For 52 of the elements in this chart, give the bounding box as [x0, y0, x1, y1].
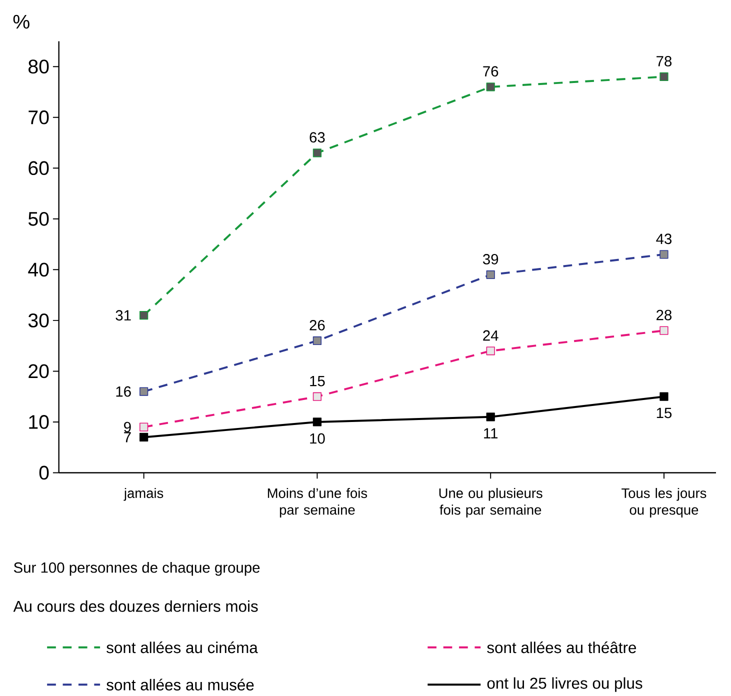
data-label: 63 — [310, 132, 325, 142]
data-label: 26 — [310, 320, 325, 330]
point — [486, 270, 495, 279]
data-label: 31 — [116, 310, 131, 320]
y-tick-label: 20 — [28, 364, 49, 378]
y-tick-label: 50 — [28, 212, 49, 226]
point — [660, 250, 668, 259]
point — [312, 392, 322, 401]
data-label: 9 — [124, 422, 131, 432]
data-label: 28 — [656, 310, 672, 320]
x-tick-label: Une ou plusieurs fois par semaine — [439, 488, 542, 518]
legend-title: Au cours des douzes derniers mois — [13, 600, 258, 612]
y-tick-label: 70 — [28, 110, 49, 124]
point — [486, 412, 495, 422]
y-axis-title: % — [13, 14, 30, 28]
y-tick-label: 30 — [28, 313, 49, 328]
y-tick-label: 40 — [28, 262, 49, 276]
point — [486, 82, 495, 92]
x-tick-label: Moins d’une fois par semaine — [268, 488, 368, 518]
legend-label: sont allées au théâtre — [487, 641, 636, 653]
legend-label: sont allées au musée — [106, 678, 254, 690]
y-tick-label: 0 — [39, 466, 49, 480]
point — [139, 422, 148, 432]
data-label: 11 — [484, 428, 498, 438]
data-label: 24 — [483, 330, 498, 340]
data-label: 39 — [482, 254, 498, 264]
y-tick-label: 10 — [29, 414, 49, 429]
point — [660, 392, 668, 401]
y-tick-label: 80 — [28, 59, 49, 74]
data-label: 76 — [483, 66, 498, 76]
x-tick-label: jamais — [124, 488, 164, 501]
point — [139, 310, 148, 320]
data-label: 15 — [656, 408, 672, 418]
data-label: 10 — [310, 433, 325, 444]
data-label: 43 — [656, 233, 672, 244]
point — [486, 346, 495, 356]
data-label: 15 — [310, 376, 325, 386]
point — [660, 72, 668, 81]
legend-label: ont lu 25 livres ou plus — [487, 677, 642, 692]
data-label: 7 — [124, 432, 131, 442]
point — [312, 417, 322, 426]
point — [312, 148, 322, 158]
point — [312, 336, 322, 345]
data-label: 78 — [656, 56, 672, 66]
point — [660, 326, 668, 335]
y-tick-label: 60 — [28, 161, 49, 175]
text: Sur 100 personnes de chaque groupe — [14, 562, 260, 576]
x-tick-label: Tous les jours ou presque — [622, 488, 706, 518]
point — [139, 432, 148, 442]
data-label: 16 — [116, 386, 131, 397]
legend-label: sont allées au cinéma — [106, 641, 258, 653]
point — [139, 387, 148, 396]
